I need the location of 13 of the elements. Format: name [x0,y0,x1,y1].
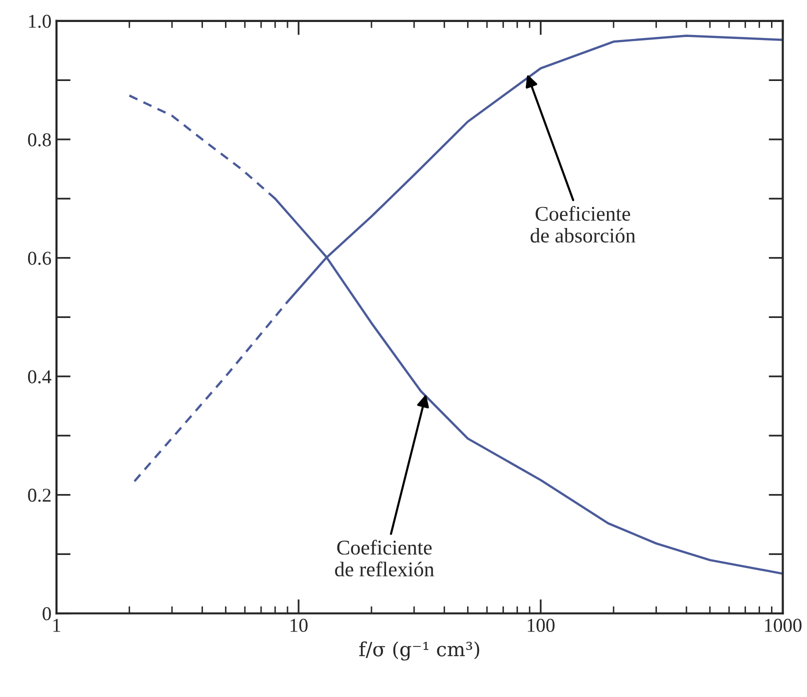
annotation: Coeficiente de reflexión [335,540,434,576]
x-tick-label: 1000 [765,618,802,632]
annotation: Coeficiente de absorción [530,206,636,243]
y-tick-label: 0 [42,607,51,620]
y-tick-label: 0.8 [28,133,51,146]
x-tick-label: 1 [53,618,60,632]
y-tick-label: 0.6 [28,252,52,265]
y-tick-label: 1.0 [29,14,51,28]
x-tick-label: 100 [528,618,555,632]
y-tick-label: 0.4 [28,370,52,384]
y-tick-label: 0.2 [28,488,51,502]
x-axis-title: f/σ (g⁻¹ cm³) [359,641,480,661]
x-tick-label: 10 [290,618,308,632]
